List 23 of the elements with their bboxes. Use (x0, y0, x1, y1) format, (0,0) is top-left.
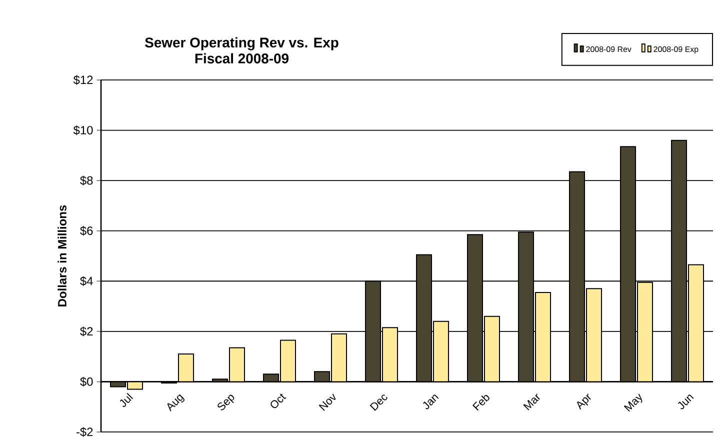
y-tick-label: $6 (80, 226, 93, 236)
x-tick-label: Jun (678, 394, 694, 410)
x-tick-label: Dec (370, 394, 388, 411)
y-tick-label: $0 (80, 376, 93, 387)
x-tick-label: Feb (472, 394, 490, 411)
y-tick-label: $10 (73, 125, 93, 136)
x-tick-label: Sep (218, 394, 234, 410)
x-tick-label: Mar (523, 394, 540, 410)
chart-subtitle: Fiscal 2008-09 (195, 53, 289, 64)
x-tick-label: Apr (577, 394, 591, 410)
x-tick-label: Jan (422, 394, 439, 410)
y-tick-label: -$2 (76, 427, 93, 437)
x-tick-label: Aug (167, 394, 184, 412)
x-tick-label: Nov (318, 394, 336, 411)
y-tick-label: $4 (80, 276, 93, 286)
y-tick-label: $8 (80, 176, 93, 186)
x-tick-label: Jul (120, 392, 134, 407)
x-tick-label: Oct (270, 394, 286, 408)
chart-title: Sewer Operating Rev vs. Exp (145, 37, 338, 50)
y-axis-title: Dollars in Millions (58, 205, 66, 306)
y-tick-label: $2 (80, 326, 93, 336)
y-tick-label: $12 (73, 75, 93, 85)
x-tick-label: May (624, 394, 642, 412)
